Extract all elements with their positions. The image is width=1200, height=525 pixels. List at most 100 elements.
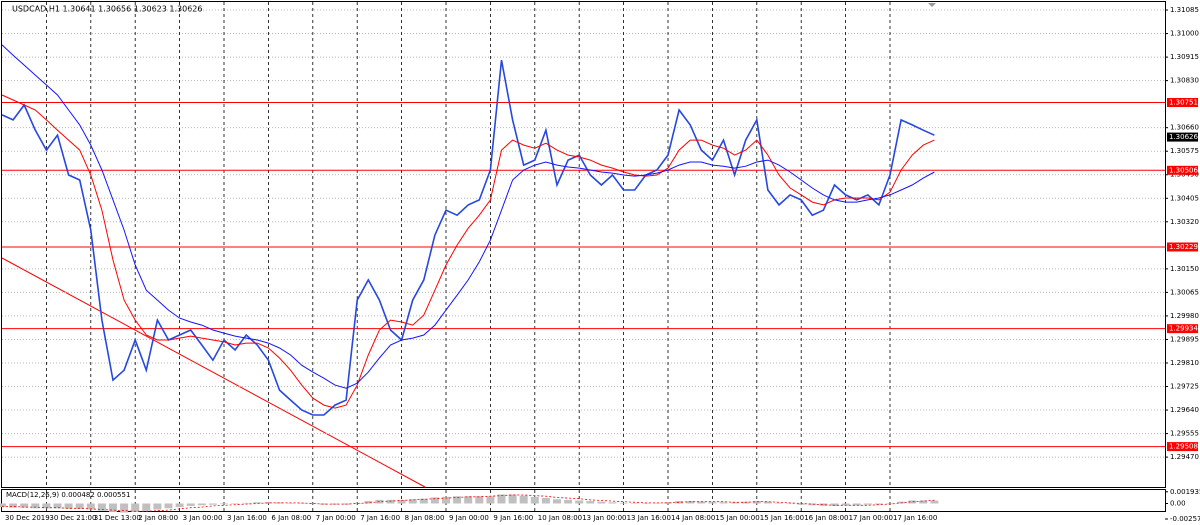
- x-tick-label: 16 Jan 08:00: [804, 514, 848, 522]
- macd-bar: [730, 502, 739, 504]
- level-label: 1.29508: [1169, 443, 1198, 451]
- x-tick-label: 2 Jan 08:00: [138, 514, 178, 522]
- macd-bar: [464, 496, 473, 504]
- x-tick-label: 8 Jan 08:00: [405, 514, 445, 522]
- level-label: 1.30229: [1169, 243, 1198, 251]
- macd-bar: [775, 502, 783, 504]
- macd-bar: [841, 503, 850, 506]
- macd-bar: [186, 503, 195, 506]
- macd-bar: [319, 503, 328, 505]
- last-price-box: [1167, 132, 1198, 142]
- y-tick-label: 1.29725: [1170, 383, 1199, 391]
- macd-bar: [641, 503, 650, 504]
- level-label-box: [1167, 242, 1198, 252]
- macd-bar: [874, 503, 883, 505]
- x-tick-label: 13 Jan 16:00: [627, 514, 671, 522]
- macd-bar: [652, 502, 661, 504]
- macd-bar: [442, 496, 450, 504]
- macd-bar: [20, 503, 29, 508]
- macd-bar: [686, 501, 695, 504]
- macd-panel-frame: [1, 489, 1166, 512]
- macd-bar: [408, 499, 417, 504]
- macd-bar: [253, 502, 262, 504]
- macd-bar: [220, 503, 228, 505]
- level-label-box: [1167, 324, 1198, 334]
- macd-bar: [153, 503, 162, 510]
- x-tick-label: 30 Dec 21:00: [49, 514, 96, 522]
- y-tick-label: 1.29895: [1170, 335, 1199, 343]
- macd-bar: [797, 503, 806, 505]
- trend-line: [1, 257, 426, 488]
- macd-bar: [53, 503, 62, 509]
- macd-bar: [64, 503, 73, 509]
- y-tick-label: 1.31000: [1170, 30, 1199, 38]
- y-tick-label: 0.00: [1170, 499, 1186, 507]
- macd-bar: [164, 503, 173, 509]
- macd-bar: [530, 496, 539, 504]
- macd-bar: [297, 503, 306, 504]
- y-tick-label: 1.30660: [1170, 124, 1199, 132]
- macd-bar: [97, 503, 106, 511]
- shift-marker: [928, 3, 936, 7]
- macd-bar: [242, 502, 251, 504]
- x-tick-label: 15 Jan 00:00: [715, 514, 759, 522]
- macd-bar: [264, 502, 273, 504]
- macd-bar: [142, 503, 151, 511]
- y-tick-label: 1.29810: [1170, 359, 1199, 367]
- y-tick-label: 1.31085: [1170, 6, 1199, 14]
- x-tick-label: 14 Jan 08:00: [671, 514, 715, 522]
- y-tick-label: 1.29980: [1170, 312, 1199, 320]
- y-tick-label: 0.001935: [1170, 488, 1200, 496]
- macd-bar: [597, 501, 606, 504]
- x-tick-label: 6 Jan 08:00: [271, 514, 311, 522]
- y-tick-label: 1.30575: [1170, 147, 1199, 155]
- x-tick-label: 30 Dec 2019: [5, 514, 50, 522]
- y-tick-label: 1.30065: [1170, 288, 1199, 296]
- moving-average: [1, 44, 935, 389]
- price-panel-frame: [1, 1, 1166, 488]
- macd-bar: [364, 501, 373, 504]
- y-tick-label: 1.29470: [1170, 453, 1199, 461]
- macd-bar: [475, 496, 484, 504]
- macd-bar: [175, 503, 184, 508]
- x-tick-label: 3 Jan 00:00: [183, 514, 223, 522]
- macd-bar: [763, 501, 772, 504]
- last-price-label: 1.30626: [1169, 133, 1198, 141]
- macd-bar: [697, 501, 706, 504]
- y-tick-label: 1.30405: [1170, 194, 1199, 202]
- macd-bar: [664, 502, 672, 504]
- moving-average: [1, 94, 935, 409]
- macd-bar: [308, 503, 317, 505]
- macd-bar: [930, 500, 939, 504]
- macd-bar: [630, 503, 639, 504]
- macd-bar: [0, 503, 6, 508]
- macd-bar: [919, 500, 928, 504]
- macd-bar: [586, 501, 595, 504]
- x-tick-label: 13 Jan 00:00: [582, 514, 626, 522]
- macd-bar: [752, 501, 761, 504]
- level-label: 1.29934: [1169, 325, 1198, 333]
- macd-bar: [430, 497, 439, 504]
- macd-bar: [386, 499, 395, 504]
- macd-bar: [31, 503, 40, 509]
- macd-bar: [9, 503, 18, 508]
- level-label: 1.30506: [1169, 166, 1198, 174]
- price-line: [1, 59, 935, 416]
- macd-bar: [131, 503, 140, 512]
- macd-bar: [863, 503, 872, 505]
- macd-bar: [419, 498, 428, 504]
- macd-bar: [109, 503, 117, 512]
- macd-bar: [553, 499, 561, 504]
- macd-bar: [719, 502, 728, 504]
- x-tick-label: 15 Jan 16:00: [760, 514, 804, 522]
- macd-bar: [564, 499, 573, 504]
- x-tick-label: 10 Jan 08:00: [538, 514, 582, 522]
- y-tick-label: 1.30150: [1170, 265, 1199, 273]
- macd-bar: [852, 503, 861, 506]
- macd-bar: [42, 503, 51, 509]
- y-tick-label: 1.30830: [1170, 77, 1199, 85]
- macd-bar: [508, 494, 517, 504]
- macd-bar: [519, 495, 528, 504]
